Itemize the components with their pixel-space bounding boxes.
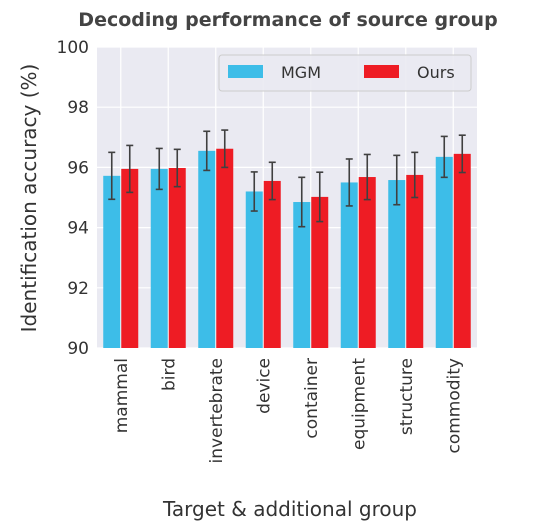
bar-mgm-container [293,202,311,348]
bar-ours-equipment [358,177,376,348]
chart-title: Decoding performance of source group [78,9,497,31]
x-tick-label: equipment [349,358,369,450]
legend-label-mgm: MGM [281,63,321,82]
bar-mgm-bird [150,168,168,348]
bar-ours-device [263,180,281,348]
legend-swatch-ours [364,65,399,78]
bars [103,148,471,348]
bar-ours-structure [406,174,424,348]
y-axis-label: Identification accuracy (%) [17,64,41,333]
bar-mgm-mammal [103,175,121,348]
y-tick-label: 100 [57,38,89,58]
x-tick-label: bird [159,358,179,391]
y-tick-label: 94 [67,219,89,239]
legend-label-ours: Ours [417,63,455,82]
bar-ours-bird [168,168,186,348]
y-tick-label: 98 [67,98,89,118]
bar-ours-mammal [121,168,139,348]
x-tick-label: device [254,358,274,414]
bar-mgm-device [245,191,263,348]
bar-ours-container [311,196,329,348]
bar-ours-commodity [453,153,471,348]
y-axis-ticks: 90 92 94 96 98 100 [57,38,89,359]
x-tick-label: invertebrate [207,358,227,463]
bar-mgm-invertebrate [198,150,216,348]
y-tick-label: 90 [67,339,89,359]
x-axis-ticks: mammal bird invertebrate device container equ… [112,358,465,464]
y-tick-label: 92 [67,279,89,299]
y-tick-label: 96 [67,158,89,178]
bar-mgm-equipment [340,182,358,348]
legend: MGM Ours [218,54,472,92]
x-tick-label: container [302,358,322,439]
x-tick-label: commodity [444,358,464,454]
bar-ours-invertebrate [216,148,234,348]
error-bars [108,129,466,228]
bar-mgm-structure [388,180,406,348]
legend-box [218,54,472,92]
legend-swatch-mgm [228,65,263,78]
bar-mgm-commodity [435,156,453,348]
x-tick-label: structure [397,358,417,435]
x-tick-label: mammal [112,358,132,433]
x-axis-label: Target & additional group [162,497,417,521]
